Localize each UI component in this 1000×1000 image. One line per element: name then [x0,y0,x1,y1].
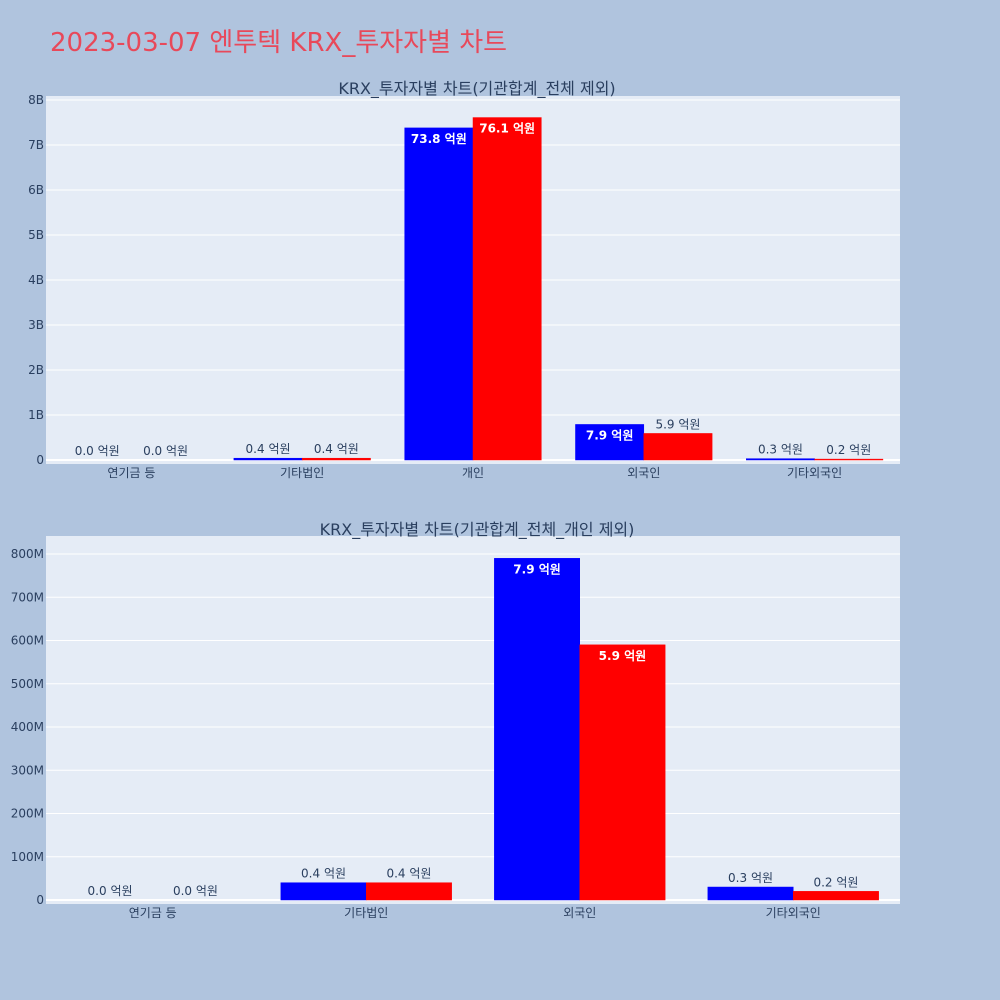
y-tick-label: 3B [28,318,44,332]
data-label: 0.4 억원 [246,442,291,456]
x-tick-label: 외국인 [627,466,660,480]
data-label: 0.0 억원 [143,444,188,458]
page-title: 2023-03-07 엔투텍 KRX_투자자별 차트 [50,28,508,58]
y-tick-label: 200M [11,807,44,821]
data-label: 7.9 억원 [513,562,561,576]
data-label: 0.4 억원 [314,442,359,456]
chart-top: 0 1B 2B 3B 4B 5B 6B 7B 8B KRX_투자자별 차트(기관합계_전체 제외)… [28,79,900,480]
y-tick-label: 800M [11,547,44,561]
data-label: 0.3 억원 [758,443,803,457]
x-tick-label: 기타외국인 [787,466,842,480]
y-tick-label: 400M [11,720,44,734]
y-tick-label: 4B [28,273,44,287]
bar [366,882,452,901]
y-tick-label: 700M [11,590,44,604]
bar [301,457,371,461]
bar [494,558,581,901]
x-tick-label: 외국인 [563,906,596,920]
data-label: 0.4 억원 [386,867,431,881]
chart-title: KRX_투자자별 차트(기관합계_전체_개인 제외) [320,520,635,540]
data-label: 76.1 억원 [479,122,535,136]
data-label: 5.9 억원 [599,649,647,663]
y-tick-label: 100M [11,850,44,864]
bar [472,117,542,461]
y-tick-label: 5B [28,228,44,242]
y-tick-label: 8B [28,93,44,107]
data-label: 5.9 억원 [655,417,700,431]
chart-title: KRX_투자자별 차트(기관합계_전체 제외) [338,79,615,99]
data-label: 0.0 억원 [173,884,218,898]
data-label: 0.0 억원 [88,884,133,898]
bar [814,458,884,461]
bar [579,644,666,901]
bar [575,424,645,461]
data-label: 0.2 억원 [826,443,871,457]
data-label: 73.8 억원 [411,132,467,146]
plot-area [46,536,900,904]
bar [707,886,794,901]
x-tick-label: 연기금 등 [107,466,155,480]
y-tick-label: 500M [11,677,44,691]
chart-bottom: 0 100M 200M 300M 400M 500M 600M 700M 800M KRX_투자자… [11,520,900,920]
y-tick-label: 600M [11,634,44,648]
x-tick-label: 연기금 등 [129,906,177,920]
y-tick-label: 2B [28,363,44,377]
y-tick-label: 1B [28,408,44,422]
x-tick-label: 기타법인 [280,466,324,480]
bar [404,127,474,461]
y-tick-label: 7B [28,138,44,152]
data-label: 7.9 억원 [586,428,634,442]
y-tick-label: 0 [36,893,44,907]
x-tick-label: 기타외국인 [766,906,821,920]
x-tick-label: 개인 [462,466,484,480]
data-label: 0.2 억원 [813,875,858,889]
y-tick-label: 0 [36,453,44,467]
data-label: 0.0 억원 [75,444,120,458]
data-label: 0.4 억원 [301,867,346,881]
x-tick-label: 기타법인 [344,906,388,920]
data-label: 0.3 억원 [728,871,773,885]
y-tick-label: 300M [11,763,44,777]
y-tick-label: 6B [28,183,44,197]
bar [643,433,713,461]
bar [280,882,367,901]
bar [793,891,879,901]
